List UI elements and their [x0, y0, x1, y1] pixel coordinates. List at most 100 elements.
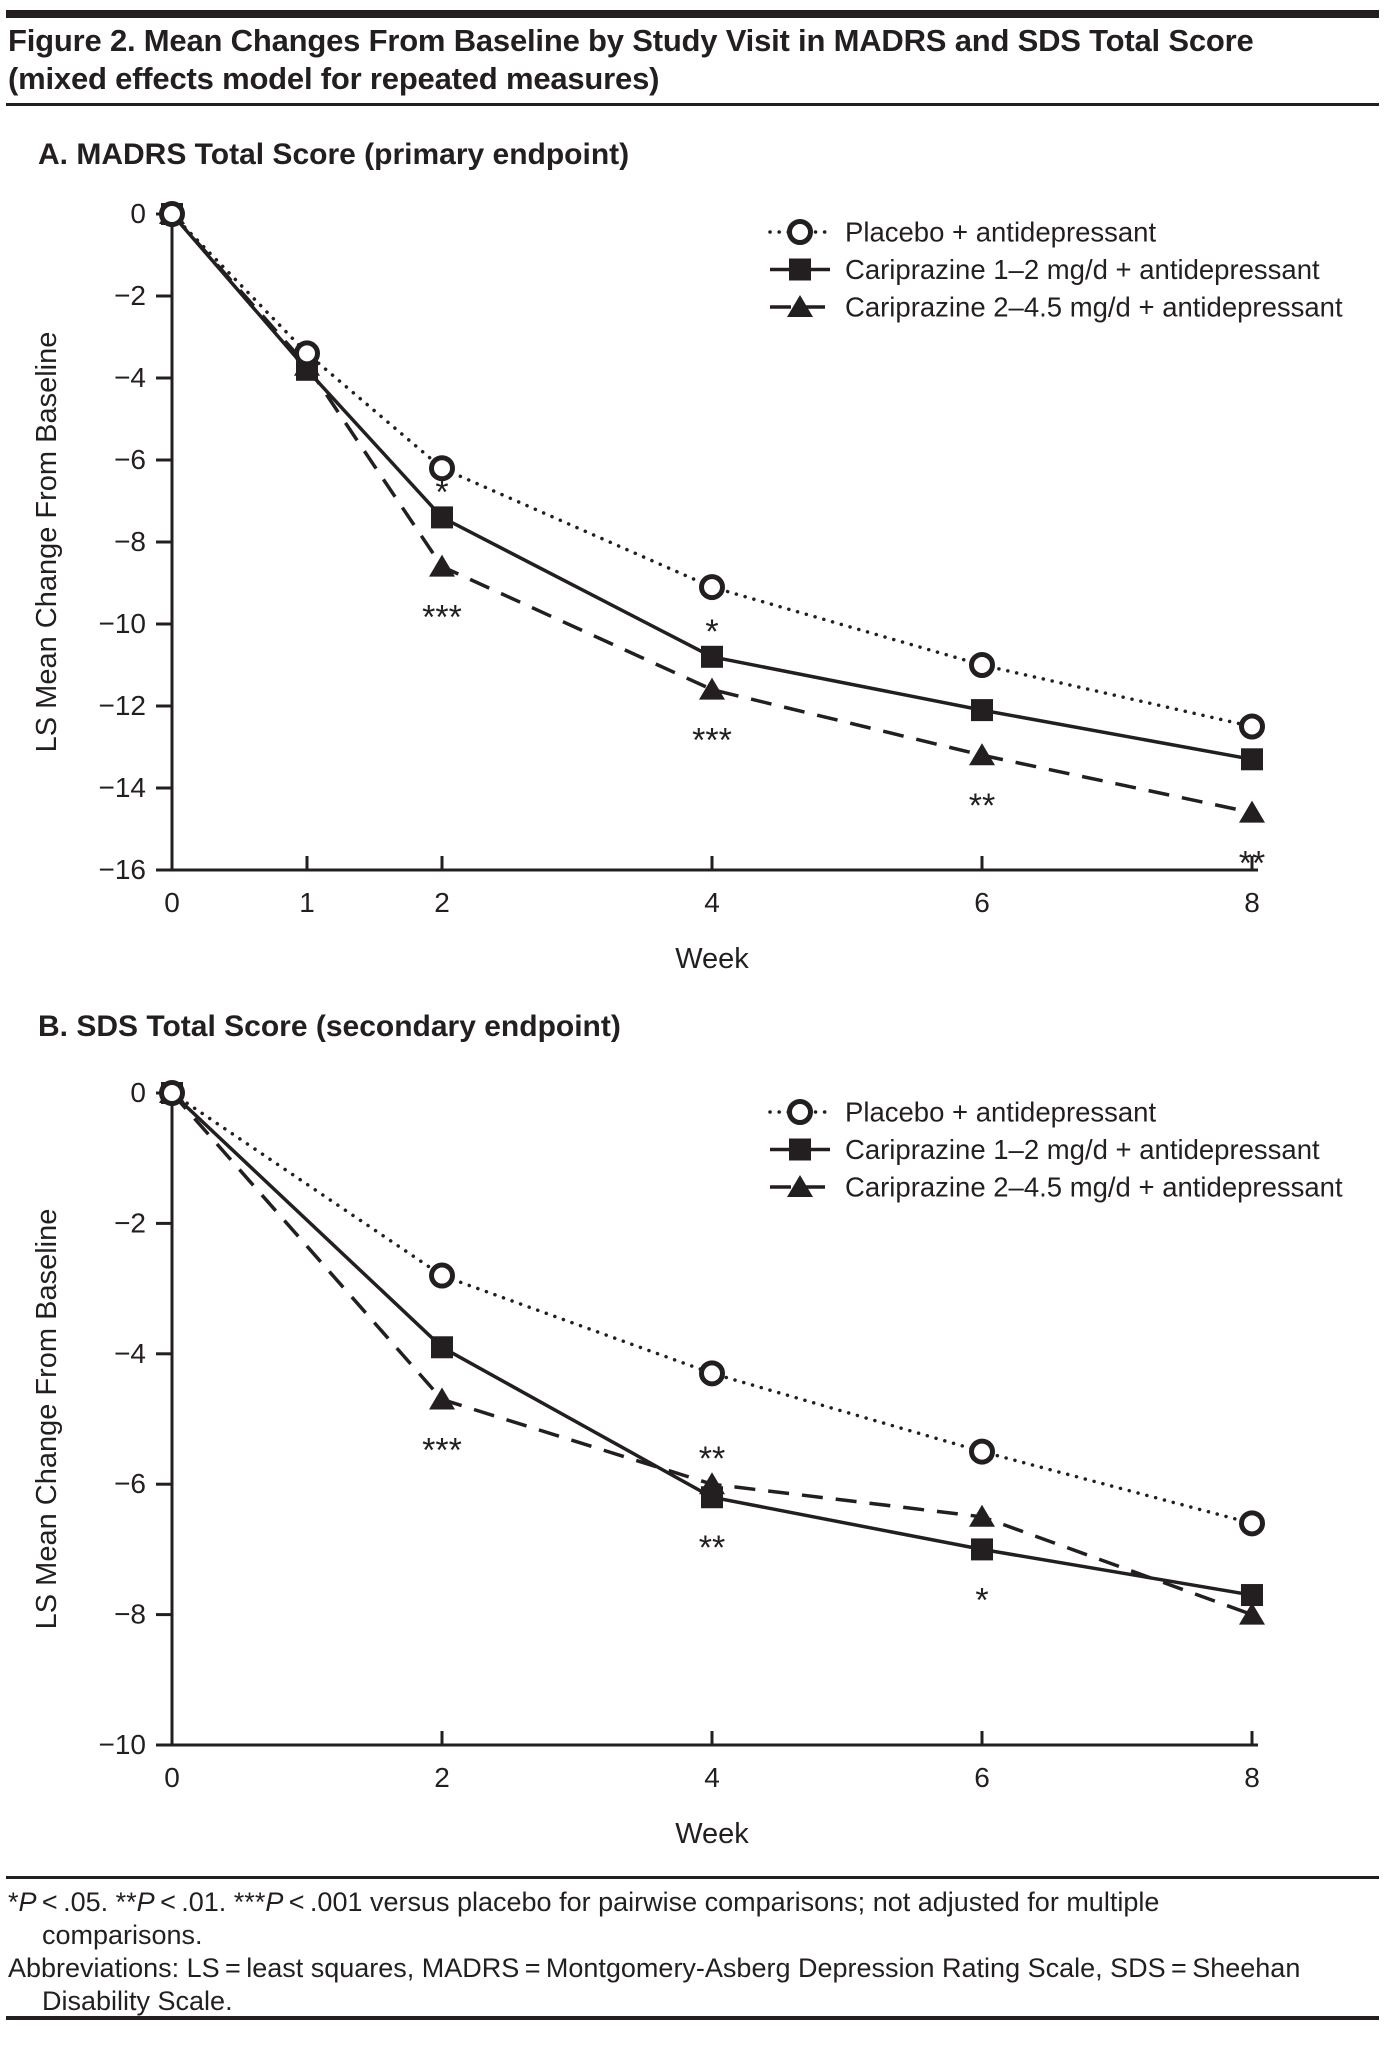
significance-marker: **	[699, 1529, 725, 1567]
open-circle-marker-icon	[699, 574, 725, 601]
significance-marker: ***	[692, 722, 732, 760]
significance-marker: **	[699, 1440, 725, 1478]
abbreviations-footnote-line1: Abbreviations: LS = least squares, MADRS…	[8, 1953, 1301, 1983]
filled-square-marker-icon	[789, 1138, 811, 1161]
filled-square-marker-icon	[431, 506, 453, 529]
y-tick-label: −2	[114, 1207, 146, 1238]
legend-item: Cariprazine 1–2 mg/d + antidepressant	[770, 254, 1320, 285]
series-0	[159, 1080, 1265, 1537]
dotted-line	[170, 1091, 1254, 1526]
bottom-rule-thick	[6, 2016, 1379, 2020]
significance-footnote-line2: comparisons.	[42, 1920, 203, 1950]
top-rule-thick	[6, 10, 1379, 18]
legend: Placebo + antidepressant Cariprazine 1–2 …	[768, 217, 1343, 323]
figure-title-line2: (mixed effects model for repeated measur…	[8, 61, 660, 96]
y-axis-label: LS Mean Change From Baseline	[31, 1209, 63, 1630]
x-tick-label: 6	[974, 887, 990, 918]
filled-square-marker-icon	[971, 1538, 993, 1561]
figure-title: Figure 2. Mean Changes From Baseline by …	[8, 22, 1380, 98]
x-axis-label: Week	[675, 1818, 749, 1850]
filled-square-marker-icon	[701, 645, 723, 668]
y-axis-label: LS Mean Change From Baseline	[31, 332, 63, 753]
y-tick-label: 0	[130, 198, 146, 229]
y-tick-label: −12	[99, 690, 147, 721]
x-tick-label: 4	[704, 1762, 720, 1793]
filled-triangle-marker-icon	[969, 743, 995, 766]
y-tick-label: −14	[99, 772, 147, 803]
filled-triangle-marker-icon	[1239, 800, 1265, 823]
y-tick-label: −6	[114, 1468, 146, 1499]
y-tick-label: −6	[114, 444, 146, 475]
solid-line	[170, 1091, 1253, 1597]
open-circle-marker-icon	[1239, 1510, 1265, 1537]
filled-square-marker-icon	[431, 1336, 453, 1359]
dashed-line	[170, 212, 1253, 815]
significance-marker: ***	[422, 1431, 462, 1469]
dotted-line	[170, 212, 1254, 729]
significance-footnote-line1: *P < .05. **P < .01. ***P < .001 versus …	[8, 1887, 1160, 1917]
open-circle-marker-icon	[969, 652, 995, 678]
significance-marker: **	[1239, 845, 1265, 883]
legend-item: Placebo + antidepressant	[768, 1097, 1156, 1128]
figure-title-line1: Figure 2. Mean Changes From Baseline by …	[8, 23, 1254, 58]
y-tick-label: −16	[99, 854, 147, 885]
open-circle-marker-icon	[429, 455, 455, 482]
y-tick-label: −4	[114, 362, 146, 393]
significance-marker: *	[975, 1581, 988, 1619]
significance-marker: ***	[422, 599, 462, 637]
filled-triangle-marker-icon	[429, 1387, 455, 1410]
filled-triangle-marker-icon	[699, 677, 725, 700]
abbreviations-footnote-line2: Disability Scale.	[42, 1986, 233, 2016]
title-rule-thin	[6, 103, 1379, 106]
sds-line-chart: 0 −2 −4 −6 −8 −10 0 2 4 6 8 Week LS Mean Change From…	[31, 1077, 1343, 1850]
y-tick-label: −2	[114, 280, 146, 311]
legend-label: Placebo + antidepressant	[845, 217, 1156, 248]
x-tick-label: 2	[434, 887, 450, 918]
legend-item: Cariprazine 2–4.5 mg/d + antidepressant	[770, 292, 1343, 323]
filled-triangle-marker-icon	[429, 554, 455, 577]
legend-label: Cariprazine 2–4.5 mg/d + antidepressant	[845, 1172, 1343, 1203]
significance-marker: *	[705, 613, 718, 651]
x-tick-label: 4	[704, 887, 720, 918]
legend-label: Cariprazine 1–2 mg/d + antidepressant	[845, 254, 1320, 285]
x-tick-label: 2	[434, 1762, 450, 1793]
footnote-block: *P < .05. **P < .01. ***P < .001 versus …	[8, 1886, 1380, 2018]
y-tick-label: −8	[114, 526, 146, 557]
filled-square-marker-icon	[789, 258, 811, 281]
madrs-line-chart: 0 −2 −4 −6 −8 −10 −12 −14 −16 0 1 2 4 6 8 Week LS Mean C…	[31, 198, 1343, 975]
y-tick-label: −8	[114, 1599, 146, 1630]
panel-b-title: B. SDS Total Score (secondary endpoint)	[38, 1010, 621, 1043]
y-tick-label: −10	[99, 1729, 147, 1760]
series-0	[159, 201, 1265, 740]
axes: 0 −2 −4 −6 −8 −10 −12 −14 −16 0 1 2 4 6 8	[99, 198, 1260, 918]
filled-triangle-marker-icon	[1239, 1602, 1265, 1625]
x-tick-label: 6	[974, 1762, 990, 1793]
significance-marker: **	[969, 787, 995, 825]
panel-a-title: A. MADRS Total Score (primary endpoint)	[38, 138, 630, 171]
filled-square-marker-icon	[1241, 748, 1263, 771]
open-circle-marker-icon	[787, 1099, 813, 1125]
legend-label: Cariprazine 2–4.5 mg/d + antidepressant	[845, 292, 1343, 323]
legend-item: Cariprazine 2–4.5 mg/d + antidepressant	[770, 1172, 1343, 1203]
axes: 0 −2 −4 −6 −8 −10 0 2 4 6 8	[99, 1077, 1260, 1793]
open-circle-marker-icon	[294, 340, 320, 367]
open-circle-marker-icon	[159, 1080, 185, 1106]
x-tick-label: 0	[164, 887, 180, 918]
legend: Placebo + antidepressant Cariprazine 1–2 …	[768, 1097, 1343, 1203]
x-tick-label: 8	[1244, 1762, 1260, 1793]
solid-line	[170, 212, 1253, 762]
legend-label: Placebo + antidepressant	[845, 1097, 1156, 1128]
y-tick-label: 0	[130, 1077, 146, 1108]
x-tick-label: 1	[299, 887, 315, 918]
filled-square-marker-icon	[701, 1486, 723, 1509]
x-tick-label: 0	[164, 1762, 180, 1793]
filled-triangle-marker-icon	[969, 1504, 995, 1527]
open-circle-marker-icon	[699, 1360, 725, 1387]
filled-triangle-marker-icon	[787, 295, 813, 317]
x-axis-label: Week	[675, 943, 749, 975]
open-circle-marker-icon	[429, 1262, 455, 1289]
open-circle-marker-icon	[159, 201, 185, 227]
open-circle-marker-icon	[1239, 713, 1265, 740]
open-circle-marker-icon	[969, 1438, 995, 1465]
